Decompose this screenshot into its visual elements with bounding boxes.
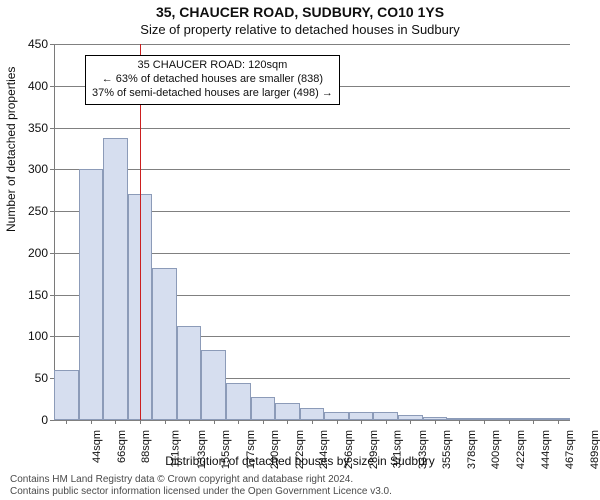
gridline	[54, 44, 570, 45]
x-tick-mark	[509, 420, 510, 424]
x-tick-mark	[435, 420, 436, 424]
x-tick-mark	[312, 420, 313, 424]
histogram-bar	[373, 412, 398, 420]
footer-line-1: Contains HM Land Registry data © Crown c…	[10, 474, 600, 486]
histogram-bar	[251, 397, 276, 420]
y-tick-label: 200	[28, 246, 54, 260]
gridline	[54, 128, 570, 129]
footer-line-2: Contains public sector information licen…	[10, 486, 600, 498]
histogram-bar	[201, 350, 226, 420]
x-tick-mark	[140, 420, 141, 424]
chart-title: 35, CHAUCER ROAD, SUDBURY, CO10 1YS	[0, 4, 600, 20]
annotation-line-2: ← 63% of detached houses are smaller (83…	[92, 73, 333, 87]
annotation-box: 35 CHAUCER ROAD: 120sqm← 63% of detached…	[85, 55, 340, 104]
y-tick-label: 0	[41, 413, 54, 427]
histogram-bar	[152, 268, 177, 420]
x-axis-title: Distribution of detached houses by size …	[0, 454, 600, 468]
x-tick-mark	[238, 420, 239, 424]
histogram-bar	[177, 326, 202, 420]
x-tick-mark	[337, 420, 338, 424]
histogram-bar	[349, 412, 374, 420]
histogram-bar	[103, 138, 128, 420]
chart-footer: Contains HM Land Registry data © Crown c…	[0, 474, 600, 498]
x-tick-mark	[533, 420, 534, 424]
y-tick-label: 100	[28, 329, 54, 343]
x-tick-mark	[558, 420, 559, 424]
x-tick-mark	[91, 420, 92, 424]
histogram-bar	[79, 169, 104, 420]
annotation-line-1: 35 CHAUCER ROAD: 120sqm	[92, 59, 333, 73]
x-tick-mark	[459, 420, 460, 424]
histogram-bar	[54, 370, 79, 420]
y-tick-label: 450	[28, 37, 54, 51]
histogram-bar	[275, 403, 300, 420]
histogram-bar	[324, 412, 349, 420]
x-tick-mark	[386, 420, 387, 424]
gridline	[54, 169, 570, 170]
y-tick-label: 50	[35, 371, 54, 385]
x-tick-mark	[361, 420, 362, 424]
y-tick-label: 300	[28, 162, 54, 176]
y-tick-label: 150	[28, 288, 54, 302]
y-tick-label: 400	[28, 79, 54, 93]
y-axis-line	[54, 44, 55, 420]
x-tick-mark	[484, 420, 485, 424]
y-tick-label: 350	[28, 121, 54, 135]
x-tick-mark	[410, 420, 411, 424]
plot-area: 05010015020025030035040045044sqm66sqm88s…	[54, 44, 570, 420]
chart-subtitle: Size of property relative to detached ho…	[0, 22, 600, 37]
x-tick-mark	[214, 420, 215, 424]
x-tick-mark	[115, 420, 116, 424]
y-tick-label: 250	[28, 204, 54, 218]
annotation-line-3: 37% of semi-detached houses are larger (…	[92, 87, 333, 101]
x-tick-mark	[189, 420, 190, 424]
y-axis-title: Number of detached properties	[4, 67, 18, 232]
histogram-bar	[300, 408, 325, 420]
x-tick-mark	[287, 420, 288, 424]
x-tick-mark	[66, 420, 67, 424]
x-tick-mark	[165, 420, 166, 424]
property-size-chart: 35, CHAUCER ROAD, SUDBURY, CO10 1YS Size…	[0, 0, 600, 500]
x-tick-mark	[263, 420, 264, 424]
histogram-bar	[226, 383, 251, 420]
